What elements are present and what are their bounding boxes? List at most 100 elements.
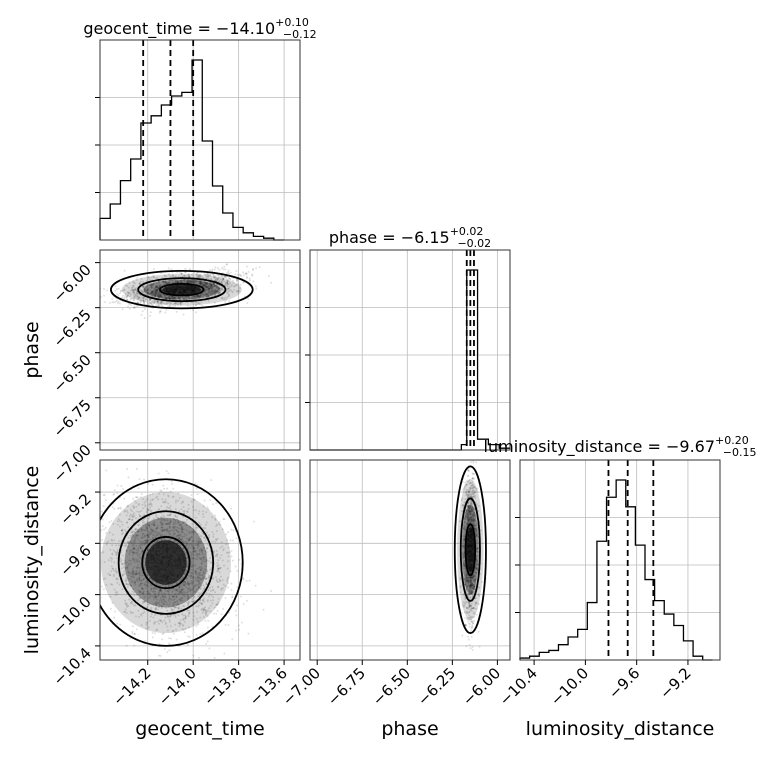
sample-point — [137, 609, 140, 612]
sample-point — [112, 533, 115, 536]
sample-point — [187, 588, 190, 591]
sample-point — [236, 283, 239, 286]
sample-point — [189, 280, 192, 283]
sample-point — [190, 563, 193, 566]
sample-point — [160, 516, 163, 519]
sample-point — [156, 301, 159, 304]
sample-point — [156, 294, 159, 297]
sample-point — [147, 592, 150, 595]
sample-point — [153, 524, 156, 527]
sample-point — [155, 496, 158, 499]
sample-point — [248, 277, 251, 280]
sample-point — [156, 287, 159, 290]
sample-point — [123, 570, 126, 573]
sample-point — [213, 285, 216, 288]
sample-point — [175, 310, 178, 313]
sample-point — [157, 533, 160, 536]
sample-point — [118, 302, 121, 305]
sample-point — [173, 598, 176, 601]
sample-point — [209, 561, 212, 564]
sample-point — [163, 274, 166, 277]
sample-point — [145, 525, 148, 528]
sample-point — [218, 287, 221, 290]
sample-point — [192, 546, 195, 549]
sample-point — [197, 591, 200, 594]
sample-point — [154, 531, 157, 534]
sample-point — [107, 540, 110, 543]
sample-point — [190, 273, 193, 276]
sample-point — [254, 584, 257, 587]
sample-point — [145, 288, 148, 291]
sample-point — [204, 288, 207, 291]
sample-point — [183, 279, 186, 282]
hist-panel-luminosity_distance — [515, 459, 721, 661]
sample-point — [176, 281, 179, 284]
sample-point — [215, 287, 218, 290]
sample-point — [196, 579, 199, 582]
sample-point — [214, 591, 217, 594]
sample-point — [229, 271, 232, 274]
sample-point — [210, 590, 213, 593]
sample-point — [114, 593, 117, 596]
sample-point — [206, 276, 209, 279]
sample-point — [206, 284, 209, 287]
sample-point — [131, 290, 134, 293]
sample-point — [200, 548, 203, 551]
sample-point — [227, 576, 230, 579]
sample-point — [150, 292, 153, 295]
sample-point — [180, 526, 183, 529]
sample-point — [222, 517, 225, 520]
sample-point — [138, 571, 141, 574]
sample-point — [236, 604, 239, 607]
sample-point — [223, 275, 226, 278]
sample-point — [208, 286, 211, 289]
sample-point — [165, 518, 168, 521]
sample-point — [164, 282, 167, 285]
sample-point — [158, 291, 161, 294]
sample-point — [129, 293, 132, 296]
sample-point — [214, 290, 217, 293]
sample-point — [207, 291, 210, 294]
sample-point — [205, 293, 208, 296]
sample-point — [218, 289, 221, 292]
sample-point — [133, 289, 136, 292]
sample-point — [145, 527, 148, 530]
sample-point — [197, 274, 200, 277]
sample-point — [188, 275, 191, 278]
sample-point — [217, 567, 220, 570]
sample-point — [192, 281, 195, 284]
sample-point — [140, 299, 143, 302]
sample-point — [174, 296, 177, 299]
sample-point — [114, 570, 117, 573]
sample-point — [216, 290, 219, 293]
sample-point — [120, 520, 123, 523]
sample-point — [211, 588, 214, 591]
sample-point — [245, 272, 248, 275]
sample-point — [206, 293, 209, 296]
sample-point — [199, 282, 202, 285]
sample-point — [202, 543, 205, 546]
sample-point — [116, 302, 119, 305]
sample-point — [141, 587, 144, 590]
sample-point — [142, 286, 145, 289]
sample-point — [116, 578, 119, 581]
sample-point — [159, 295, 162, 298]
sample-point — [208, 291, 211, 294]
sample-point — [154, 290, 157, 293]
sample-point — [166, 609, 169, 612]
sample-point — [226, 279, 229, 282]
sample-point — [199, 280, 202, 283]
sample-point — [222, 549, 225, 552]
sample-point — [173, 593, 176, 596]
sample-point — [86, 537, 88, 539]
sample-point — [131, 567, 134, 570]
sample-point — [176, 542, 179, 545]
sample-point — [143, 296, 146, 299]
sample-point — [133, 500, 136, 503]
sample-point — [164, 296, 167, 299]
sample-point — [198, 548, 201, 551]
sample-point — [227, 551, 230, 554]
sample-point — [113, 507, 116, 510]
sample-point — [152, 275, 155, 278]
density-level-geocent_time_vs_phase-2 — [162, 284, 201, 295]
